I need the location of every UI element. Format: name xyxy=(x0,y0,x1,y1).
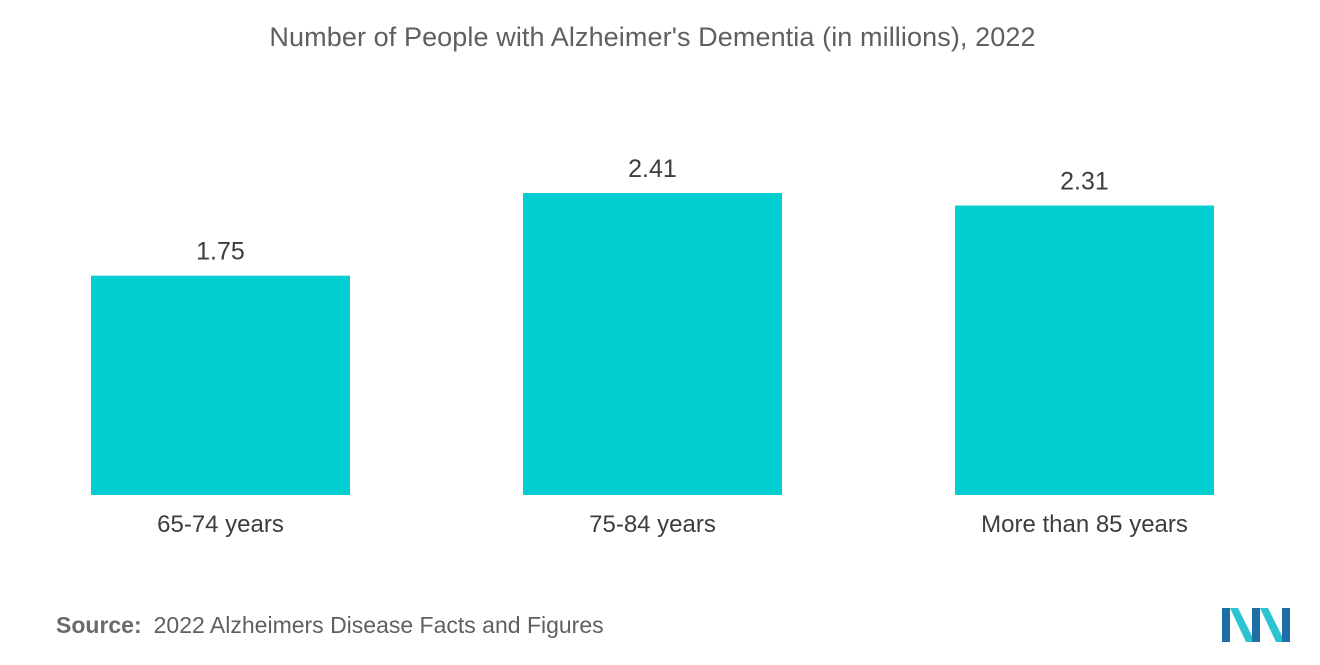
source-note: Source: 2022 Alzheimers Disease Facts and… xyxy=(56,612,604,639)
x-tick-label-2: More than 85 years xyxy=(981,511,1188,538)
source-label: Source: xyxy=(56,612,142,638)
bar-2 xyxy=(955,205,1214,495)
data-label-2: 2.31 xyxy=(1060,168,1109,196)
x-tick-label-0: 65-74 years xyxy=(157,511,284,538)
x-tick-label-1: 75-84 years xyxy=(589,511,716,538)
bar-1 xyxy=(523,193,782,495)
mordor-intelligence-logo-icon xyxy=(1222,608,1290,642)
chart-title: Number of People with Alzheimer's Dement… xyxy=(269,22,1036,52)
data-label-1: 2.41 xyxy=(628,155,677,183)
bar-0 xyxy=(91,275,350,495)
data-label-0: 1.75 xyxy=(196,238,245,266)
source-text: 2022 Alzheimers Disease Facts and Figure… xyxy=(153,612,604,638)
